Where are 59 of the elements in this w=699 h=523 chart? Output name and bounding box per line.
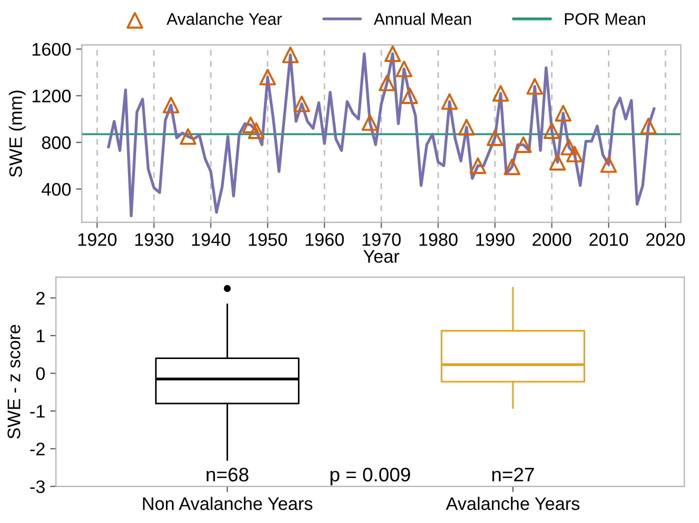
point bbox=[282, 46, 299, 64]
point bbox=[362, 114, 378, 131]
legend-label: Avalanche Year bbox=[166, 12, 282, 25]
x-tick-label: 1940 bbox=[192, 233, 230, 246]
point bbox=[378, 74, 396, 92]
y-tick-label: -1 bbox=[30, 405, 45, 418]
point bbox=[486, 129, 504, 146]
y-tick-label: 1600 bbox=[32, 42, 71, 56]
annotation: p = 0.009 bbox=[330, 468, 410, 486]
point bbox=[242, 116, 259, 134]
x-tick-label: Non Avalanche Years bbox=[143, 496, 312, 510]
x-tick-label: 1950 bbox=[248, 233, 288, 246]
y-tick-label: 1 bbox=[36, 330, 45, 342]
point bbox=[162, 96, 180, 114]
x-axis-title: Year bbox=[363, 250, 400, 263]
y-axis-title: SWE - z score bbox=[8, 324, 20, 439]
x-tick-label: 1970 bbox=[362, 233, 401, 246]
point bbox=[549, 154, 566, 170]
y-tick-label: -3 bbox=[30, 480, 45, 494]
x-tick-label: Avalanche Years bbox=[446, 496, 580, 510]
point bbox=[554, 104, 572, 122]
x-tick-label: 2010 bbox=[589, 233, 628, 246]
y-tick-label: 2 bbox=[36, 292, 45, 304]
x-tick-label: 1960 bbox=[306, 233, 344, 246]
point bbox=[560, 138, 578, 156]
annotation: n=68 bbox=[206, 468, 248, 482]
point bbox=[293, 96, 310, 112]
y-tick-label: -2 bbox=[30, 442, 45, 456]
y-tick-label: 400 bbox=[42, 182, 71, 196]
point bbox=[504, 158, 520, 176]
legend-label: POR Mean bbox=[565, 13, 645, 25]
point bbox=[180, 128, 196, 145]
point bbox=[515, 136, 532, 153]
point bbox=[544, 122, 560, 139]
point bbox=[396, 60, 412, 78]
y-tick-label: 1200 bbox=[32, 90, 71, 102]
x-tick-label: 1980 bbox=[419, 233, 458, 246]
point bbox=[640, 118, 657, 134]
annotation: n=27 bbox=[492, 468, 534, 482]
x-tick-label: 2000 bbox=[532, 233, 572, 246]
x-tick-label: 1930 bbox=[135, 233, 174, 246]
x-tick-label: 1990 bbox=[476, 233, 514, 246]
point bbox=[566, 146, 583, 162]
x-tick-label: 1920 bbox=[78, 233, 117, 246]
point bbox=[526, 78, 544, 95]
point bbox=[384, 45, 401, 62]
legend-label: Annual Mean bbox=[374, 12, 471, 25]
point bbox=[600, 156, 617, 173]
y-axis-title: SWE (mm) bbox=[8, 90, 26, 177]
y-tick-label: 0 bbox=[36, 367, 45, 380]
point bbox=[259, 68, 276, 86]
x-tick-label: 2020 bbox=[646, 233, 685, 246]
point bbox=[470, 157, 486, 174]
point bbox=[248, 122, 265, 139]
point bbox=[441, 93, 458, 110]
point bbox=[458, 118, 475, 136]
y-tick-label: 800 bbox=[42, 136, 71, 150]
point bbox=[401, 87, 418, 104]
point bbox=[492, 85, 509, 102]
